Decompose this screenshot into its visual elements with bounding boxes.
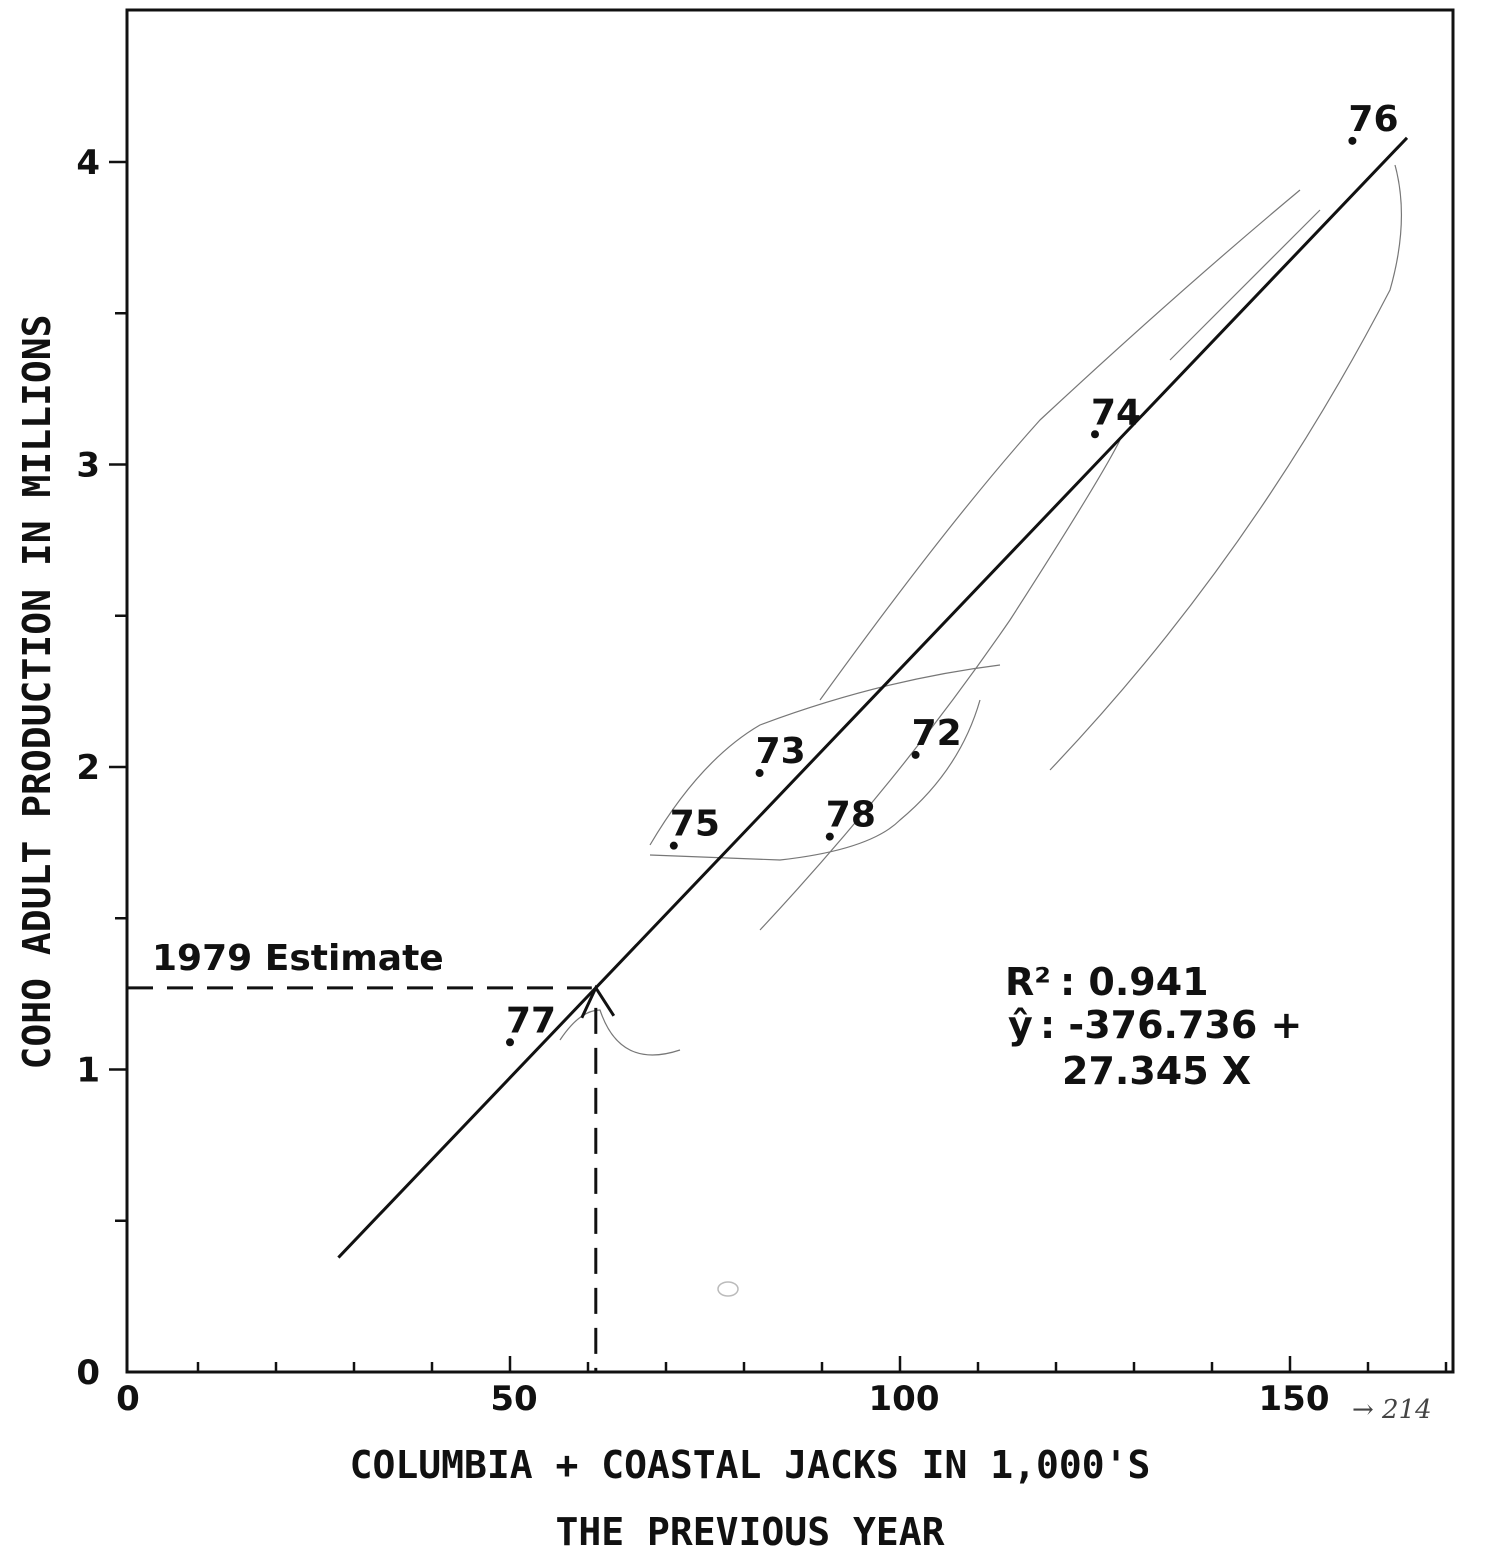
y-tick-label: 4 xyxy=(76,143,100,183)
data-point xyxy=(755,769,764,778)
x-axis-title-line2: THE PREVIOUS YEAR xyxy=(556,1510,945,1554)
data-point xyxy=(506,1038,514,1047)
point-label: 78 xyxy=(826,795,876,836)
equation-line2: 27.345 X xyxy=(1062,1049,1251,1093)
axis-ticks xyxy=(109,160,1448,1372)
point-label: 74 xyxy=(1091,392,1141,433)
x-tick-label: 0 xyxy=(116,1379,140,1419)
x-axis-title-line1: COLUMBIA + COASTAL JACKS IN 1,000'S xyxy=(350,1443,1151,1487)
equation-line1: : -376.736 + xyxy=(1040,1003,1302,1047)
y-tick-label: 3 xyxy=(76,446,100,486)
handwritten-marks xyxy=(559,164,1403,1297)
x-tick-label: 150 xyxy=(1259,1379,1330,1419)
point-label: 73 xyxy=(756,731,806,772)
r-squared-label: R² xyxy=(1005,960,1051,1004)
x-tick-label: 100 xyxy=(869,1379,940,1419)
y-tick-label: 1 xyxy=(76,1051,100,1091)
y-tick-label: 0 xyxy=(76,1353,100,1393)
data-point xyxy=(669,841,678,850)
y-tick-label: 2 xyxy=(76,748,100,788)
data-point xyxy=(1348,136,1357,145)
plot-frame xyxy=(125,8,1455,1374)
point-label: 72 xyxy=(912,713,962,754)
regression-line xyxy=(337,136,1409,1259)
data-point xyxy=(1091,430,1099,439)
estimate-label: 1979 Estimate xyxy=(152,938,444,979)
x-tick-label: 50 xyxy=(490,1379,537,1419)
yhat-label: ŷ xyxy=(1008,1003,1033,1047)
point-label: 76 xyxy=(1348,99,1398,140)
data-point xyxy=(911,750,920,759)
point-label: 75 xyxy=(670,804,720,845)
data-point xyxy=(825,832,834,841)
r-squared-value: : 0.941 xyxy=(1060,960,1209,1004)
y-axis-title: COHO ADULT PRODUCTION IN MILLIONS xyxy=(15,315,59,1070)
margin-note: → 214 xyxy=(1352,1395,1432,1425)
point-label: 77 xyxy=(506,1000,556,1041)
data-points: 72 73 74 75 76 77 78 xyxy=(506,99,1399,1047)
axis-tick-labels: 0 50 100 150 0 1 2 3 4 xyxy=(76,143,1329,1419)
